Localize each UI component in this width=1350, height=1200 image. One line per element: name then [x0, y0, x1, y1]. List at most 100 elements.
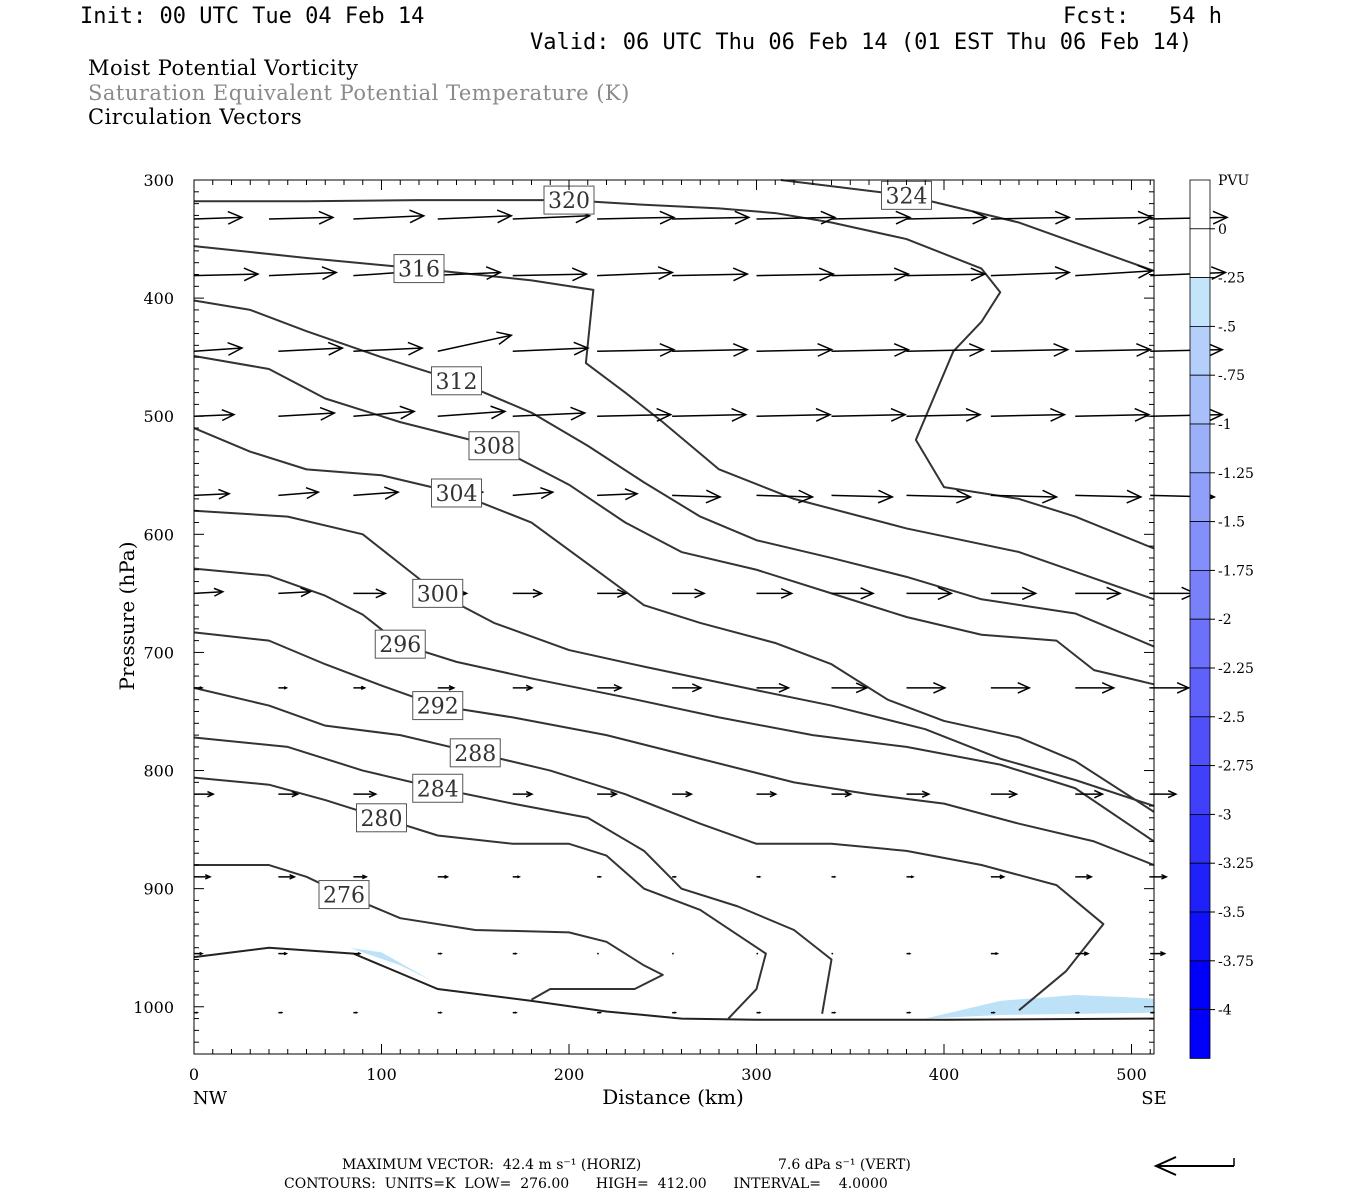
circulation-vectors — [193, 209, 1229, 1014]
x-start-label: NW — [193, 1088, 228, 1109]
vector-head — [573, 341, 590, 356]
colorbar-cell — [1189, 570, 1211, 620]
vector-head — [1152, 1011, 1156, 1014]
vector-head — [525, 790, 534, 798]
vector-shaft — [597, 271, 673, 277]
colorbar-cell — [1189, 765, 1211, 815]
y-tick-label: 900 — [143, 880, 174, 899]
vector-head — [613, 683, 623, 692]
vector-head — [399, 405, 416, 420]
contour-label-box — [356, 803, 407, 833]
vector-head — [291, 790, 300, 798]
vector-head — [283, 686, 289, 690]
vector-head — [921, 790, 931, 798]
negative-pv-region — [349, 947, 433, 981]
vector-head — [732, 342, 750, 357]
colorbar-label: -2.25 — [1218, 661, 1254, 677]
y-tick-label: 300 — [143, 171, 174, 190]
vector-head — [1054, 266, 1072, 281]
vector-shaft — [831, 216, 910, 220]
vector-head — [833, 1011, 837, 1014]
colorbar-label: -3.75 — [1218, 954, 1254, 970]
legend-vectors: Circulation Vectors — [88, 105, 303, 129]
vector-head — [195, 1011, 200, 1014]
vector-shaft — [1075, 413, 1149, 417]
colorbar-cell — [1189, 716, 1211, 766]
contour-label: 324 — [886, 184, 928, 209]
contour-288 — [193, 686, 1105, 1012]
contour-label-box — [412, 691, 464, 721]
contour-308 — [193, 354, 1155, 686]
contour-label: 288 — [454, 742, 496, 767]
vector-head — [360, 685, 367, 691]
vector-head — [368, 790, 378, 798]
vector-head — [1077, 1011, 1081, 1014]
vector-head — [778, 682, 791, 693]
legend-pv: Moist Potential Vorticity — [88, 56, 359, 80]
vector-head — [624, 488, 639, 501]
vector-shaft — [990, 271, 1070, 277]
vector-head — [972, 210, 989, 225]
vector-head — [1212, 210, 1229, 225]
vector-head — [327, 341, 345, 356]
vector-head — [218, 488, 232, 500]
vector-head — [384, 486, 400, 500]
contour-label-box — [468, 431, 520, 461]
contour-280 — [193, 776, 767, 1020]
vector-head — [691, 683, 703, 693]
vector-head — [355, 1011, 359, 1014]
vector-shaft — [193, 347, 243, 353]
vector-shaft — [268, 216, 334, 220]
vector-head — [321, 266, 339, 281]
vector-head — [910, 875, 915, 879]
vector-head — [199, 951, 204, 956]
colorbar-cell — [1189, 1009, 1211, 1059]
contour-label-box — [543, 185, 595, 215]
vector-head — [656, 407, 673, 422]
vector-head — [305, 487, 321, 500]
vector-head — [1083, 951, 1090, 957]
vector-head — [570, 406, 587, 421]
vector-shaft — [906, 413, 981, 417]
contour-label-box — [318, 880, 370, 910]
vector-head — [1134, 407, 1151, 422]
vector-head — [908, 1011, 912, 1014]
vector-head — [280, 1011, 284, 1014]
contour-label: 320 — [548, 189, 590, 214]
vector-head — [734, 210, 751, 225]
vector-head — [516, 875, 521, 879]
contour-label-box — [431, 366, 482, 396]
valid-time: Valid: 06 UTC Thu 06 Feb 14 (01 EST Thu … — [530, 30, 1193, 55]
vector-head — [895, 210, 912, 225]
vector-shaft — [193, 216, 243, 220]
theta-contours — [193, 179, 1155, 1020]
vector-shaft — [672, 348, 748, 353]
ground-line — [193, 946, 1155, 1021]
vector-shaft — [906, 494, 971, 498]
vector-head — [798, 489, 815, 504]
vector-head — [732, 267, 750, 282]
vector-head — [659, 342, 676, 357]
vector-shaft — [437, 334, 512, 352]
vector-shaft — [268, 271, 337, 277]
vector-head — [758, 875, 762, 878]
colorbar-cell — [1189, 667, 1211, 718]
vector-head — [525, 684, 534, 692]
vector-head — [1106, 586, 1122, 601]
vector-shaft — [353, 491, 399, 497]
vector-shaft — [353, 410, 415, 417]
vector-head — [221, 409, 236, 422]
colorbar-label: -2.75 — [1218, 759, 1254, 775]
contours-info: CONTOURS: UNITS=K LOW= 276.00 HIGH= 412.… — [284, 1176, 888, 1192]
vector-shaft — [597, 492, 638, 497]
vector-shaft — [193, 273, 259, 277]
contour-label-box — [412, 578, 464, 608]
vector-shaft — [906, 348, 984, 353]
vector-head — [532, 588, 544, 598]
vector-head — [496, 331, 514, 345]
colorbar-cell — [1189, 862, 1211, 913]
vector-shaft — [990, 216, 1070, 220]
vector-shaft — [597, 216, 674, 220]
x-axis-label: Distance (km) — [602, 1085, 744, 1109]
vector-head — [357, 952, 362, 956]
